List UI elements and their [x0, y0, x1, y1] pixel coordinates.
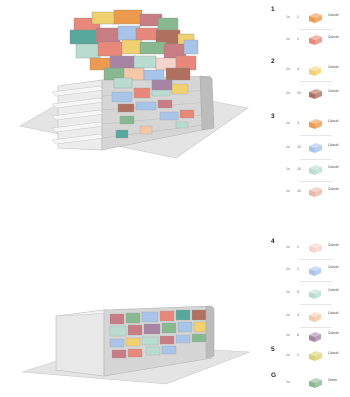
- legend-quantity: 1x: [286, 145, 290, 149]
- legend-row: 1x 3 Cuboid: [280, 283, 350, 305]
- legend-group-number: 2: [271, 58, 275, 65]
- legend-group-number: 1: [271, 6, 275, 13]
- legend-label: Cuboid: [328, 311, 339, 315]
- legend-quantity: 1x: [286, 267, 290, 271]
- legend-group-number: G: [271, 372, 277, 379]
- legend-count: 3: [297, 121, 299, 125]
- yellow-stepped-block-icon: [306, 61, 324, 79]
- legend-label: Cuboid: [328, 65, 339, 69]
- legend-row: 1x 8 Cuboid: [280, 326, 350, 348]
- legend-quantity: 1x: [286, 15, 290, 19]
- legend-count: 1: [297, 15, 299, 19]
- legend-row: 1x 10 Cuboid: [280, 138, 350, 160]
- legend-label: Cuboid: [328, 119, 339, 123]
- legend-label: Green: [328, 378, 338, 382]
- stacked-blocks-axonometric: [19, 9, 249, 159]
- inner-blocks: [111, 83, 195, 139]
- legend-count: 1: [297, 267, 299, 271]
- legend-row: 1x 10 Cuboid: [280, 160, 350, 182]
- legend-count: 10: [297, 91, 301, 95]
- olive-block-icon: [306, 347, 324, 365]
- legend-label: Cuboid: [328, 265, 339, 269]
- legend-count: 10: [297, 145, 301, 149]
- legend-count: 4: [297, 313, 299, 317]
- legend-row: 1x 1 Cuboid: [280, 8, 350, 30]
- pink-block-icon: [306, 239, 324, 257]
- legend-quantity: 1x: [286, 37, 290, 41]
- legend-row: 1x 10 Cuboid: [280, 84, 350, 106]
- building-left-face-lower: [55, 309, 105, 377]
- legend-count: 8: [297, 333, 299, 337]
- legend-quantity: 1x: [286, 189, 290, 193]
- building-axonometric-lower: [21, 305, 251, 385]
- legend-label: Cuboid: [328, 165, 339, 169]
- legend-count: 3: [297, 290, 299, 294]
- legend-row: 1x 3 Cuboid: [280, 114, 350, 136]
- orange-block-icon: [306, 115, 324, 133]
- legend-label: Cuboid: [328, 143, 339, 147]
- legend-quantity: 1x: [286, 245, 290, 249]
- legend-quantity: 1x: [286, 167, 290, 171]
- legend-label: Cuboid: [328, 288, 339, 292]
- legend-quantity: 1x: [286, 91, 290, 95]
- legend-count: 2: [297, 37, 299, 41]
- legend-quantity: 1x: [286, 121, 290, 125]
- building-right-face: [199, 75, 215, 131]
- stacked-blocks: [69, 9, 199, 91]
- legend-row: 1x 1 Cuboid: [280, 260, 350, 282]
- orange-block-icon: [306, 9, 324, 27]
- coral-block-icon: [306, 31, 324, 49]
- legend-row: 1x 1 Cuboid: [280, 346, 350, 368]
- legend-group-number: 5: [271, 346, 275, 353]
- peach-block-icon: [306, 183, 324, 201]
- legend-row: 1x Green: [280, 373, 350, 395]
- legend-group-number: 3: [271, 113, 275, 120]
- mauve-stepped-block-icon: [306, 327, 324, 345]
- legend-row: 1x 10 Cuboid: [280, 182, 350, 204]
- legend-label: Cuboid: [328, 243, 339, 247]
- legend-label: Cuboid: [328, 351, 339, 355]
- legend-label: Cuboid: [328, 13, 339, 17]
- legend-label: Cuboid: [328, 187, 339, 191]
- brown-block-icon: [306, 85, 324, 103]
- legend-quantity: 1x: [286, 67, 290, 71]
- legend-count: 1: [297, 245, 299, 249]
- blue-stepped-block-icon: [306, 261, 324, 279]
- legend-quantity: 1x: [286, 380, 290, 384]
- legend-label: Cuboid: [328, 89, 339, 93]
- building-right-face-lower: [205, 305, 215, 359]
- legend-count: 10: [297, 189, 301, 193]
- blue-block-icon: [306, 139, 324, 157]
- legend-group-number: 4: [271, 238, 275, 245]
- legend-quantity: 1x: [286, 290, 290, 294]
- green-block-icon: [306, 374, 324, 392]
- legend-quantity: 1x: [286, 353, 290, 357]
- legend-row: 1x 4 Cuboid: [280, 60, 350, 82]
- legend-quantity: 1x: [286, 333, 290, 337]
- legend-quantity: 1x: [286, 313, 290, 317]
- legend-row: 1x 2 Cuboid: [280, 30, 350, 52]
- legend-row: 1x 4 Cuboid: [280, 306, 350, 328]
- legend-count: 10: [297, 167, 301, 171]
- legend-count: 4: [297, 67, 299, 71]
- legend-label: Cuboid: [328, 35, 339, 39]
- peach-stepped-block-icon: [306, 307, 324, 325]
- legend-count: 1: [297, 353, 299, 357]
- legend-row: 1x 1 Cuboid: [280, 238, 350, 260]
- mint-stepped-block-icon: [306, 284, 324, 302]
- facade-blocks-lower: [109, 309, 207, 359]
- legend-label: Cuboid: [328, 331, 339, 335]
- mint-block-icon: [306, 161, 324, 179]
